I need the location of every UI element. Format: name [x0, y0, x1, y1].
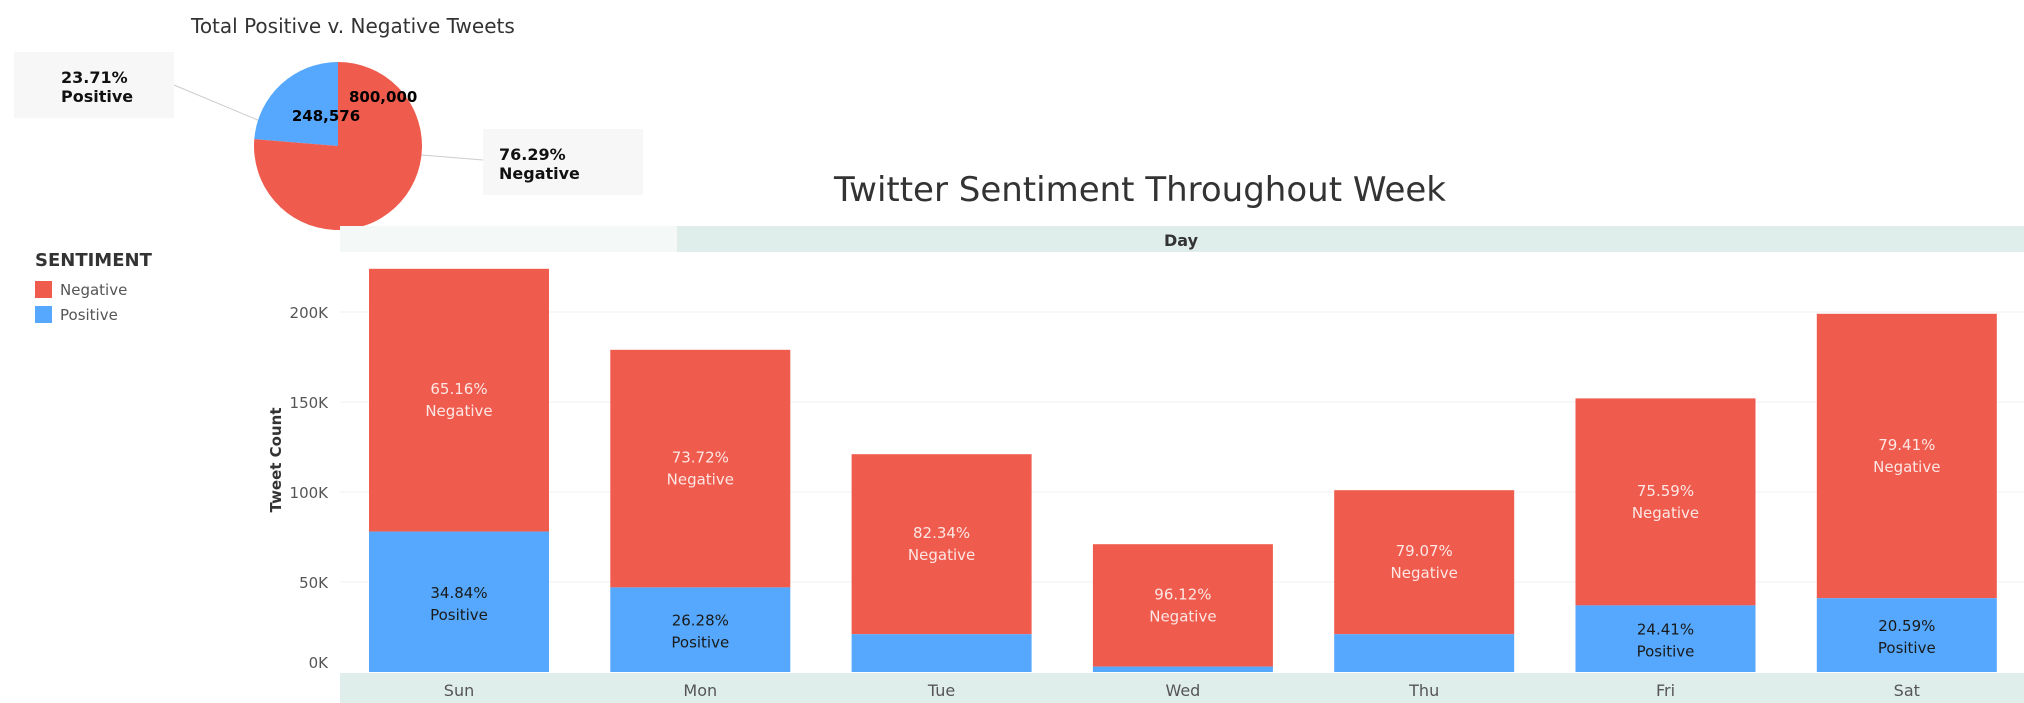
x-tick-label-wed: Wed	[1165, 681, 1200, 700]
bar-negative-mon[interactable]	[610, 349, 791, 588]
day-column-header: Day	[1164, 231, 1199, 250]
day-header-band	[677, 226, 2024, 252]
bar-label-negative: Negative	[667, 471, 734, 489]
sentiment-legend: SENTIMENT Negative Positive	[35, 250, 152, 327]
y-axis: 0K 50K 100K 150K 200K	[290, 304, 330, 672]
bar-label-positive: 20.59%	[1878, 617, 1935, 635]
y-tick-label: 100K	[290, 484, 330, 502]
bar-label-positive: Positive	[1878, 639, 1936, 657]
legend-swatch-positive	[35, 306, 52, 323]
pie-callout-negative-label: Negative	[499, 164, 580, 183]
callout-leader-positive	[173, 84, 273, 127]
x-tick-label-fri: Fri	[1656, 681, 1675, 700]
pie-chart: 248,576 800,000	[173, 62, 484, 230]
bar-label-positive: Positive	[430, 606, 488, 624]
bars	[369, 268, 1997, 672]
bar-label-negative: Negative	[1391, 564, 1458, 582]
bar-label-positive: Positive	[671, 634, 729, 652]
legend-label-positive: Positive	[60, 305, 118, 324]
pie-callout-positive-label: Positive	[61, 87, 134, 106]
legend-title: SENTIMENT	[35, 250, 152, 271]
legend-item-negative[interactable]: Negative	[35, 277, 152, 302]
day-header-band-left	[340, 226, 677, 252]
bar-label-positive: Positive	[1637, 643, 1695, 661]
x-tick-label-mon: Mon	[683, 681, 717, 700]
bar-negative-sun[interactable]	[369, 268, 549, 532]
grid-layer	[340, 311, 2024, 583]
bar-positive-tue[interactable]	[851, 634, 1032, 672]
bar-label-negative: Negative	[1873, 458, 1940, 476]
bar-label-positive: 26.28%	[672, 612, 729, 630]
pie-slices	[254, 62, 423, 230]
bar-label-negative: 65.16%	[430, 380, 487, 398]
pie-callout-positive: 23.71% Positive	[14, 52, 174, 118]
bar-negative-sat[interactable]	[1816, 313, 1997, 599]
pie-chart-title: Total Positive v. Negative Tweets	[191, 14, 515, 38]
bar-label-negative: 75.59%	[1637, 482, 1694, 500]
bar-label-positive: 34.84%	[430, 584, 487, 602]
bar-labels: 65.16% Negative 34.84% Positive 73.72% Negati…	[425, 380, 1940, 661]
bar-chart-title: Twitter Sentiment Throughout Week	[834, 170, 1446, 210]
bar-positive-thu[interactable]	[1334, 634, 1515, 672]
bar-label-negative: 82.34%	[913, 524, 970, 542]
bar-negative-tue[interactable]	[851, 454, 1032, 635]
x-tick-label-thu: Thu	[1408, 681, 1439, 700]
legend-label-negative: Negative	[60, 280, 128, 299]
bar-label-negative: 79.41%	[1878, 436, 1935, 454]
x-axis: Sun Mon Tue Wed Thu Fri Sat	[444, 681, 1920, 700]
bar-positive-mon[interactable]	[610, 587, 791, 672]
bar-label-positive: 24.41%	[1637, 621, 1694, 639]
bar-label-negative: Negative	[908, 546, 975, 564]
pie-value-negative: 800,000	[349, 88, 417, 106]
pie-slice-negative[interactable]	[254, 62, 423, 230]
x-tick-label-sat: Sat	[1894, 681, 1920, 700]
y-tick-label: 200K	[290, 304, 330, 322]
pie-slice-positive[interactable]	[254, 62, 338, 146]
bar-label-negative: 79.07%	[1396, 542, 1453, 560]
bar-label-negative: 96.12%	[1154, 585, 1211, 603]
bar-negative-wed[interactable]	[1092, 544, 1273, 667]
y-tick-label: 0K	[309, 654, 330, 672]
x-tick-label-sun: Sun	[444, 681, 474, 700]
pie-callout-negative: 76.29% Negative	[483, 129, 643, 195]
bar-negative-fri[interactable]	[1575, 398, 1756, 606]
bar-negative-thu[interactable]	[1334, 490, 1515, 635]
bar-positive-wed[interactable]	[1092, 666, 1273, 672]
bar-label-negative: Negative	[1632, 504, 1699, 522]
pie-value-positive: 248,576	[292, 107, 360, 125]
y-tick-label: 150K	[290, 394, 330, 412]
legend-swatch-negative	[35, 281, 52, 298]
bar-positive-sat[interactable]	[1816, 598, 1997, 672]
pie-callout-positive-pct: 23.71%	[61, 68, 128, 87]
pie-callout-negative-pct: 76.29%	[499, 145, 566, 164]
legend-item-positive[interactable]: Positive	[35, 302, 152, 327]
y-tick-label: 50K	[299, 574, 329, 592]
bar-label-negative: 73.72%	[672, 449, 729, 467]
x-axis-band	[340, 673, 2024, 703]
bar-positive-sun[interactable]	[369, 531, 549, 672]
bar-label-negative: Negative	[1149, 607, 1216, 625]
bar-positive-fri[interactable]	[1575, 605, 1756, 672]
y-axis-label: Tweet Count	[267, 407, 285, 512]
x-tick-label-tue: Tue	[927, 681, 955, 700]
bar-label-negative: Negative	[425, 402, 492, 420]
